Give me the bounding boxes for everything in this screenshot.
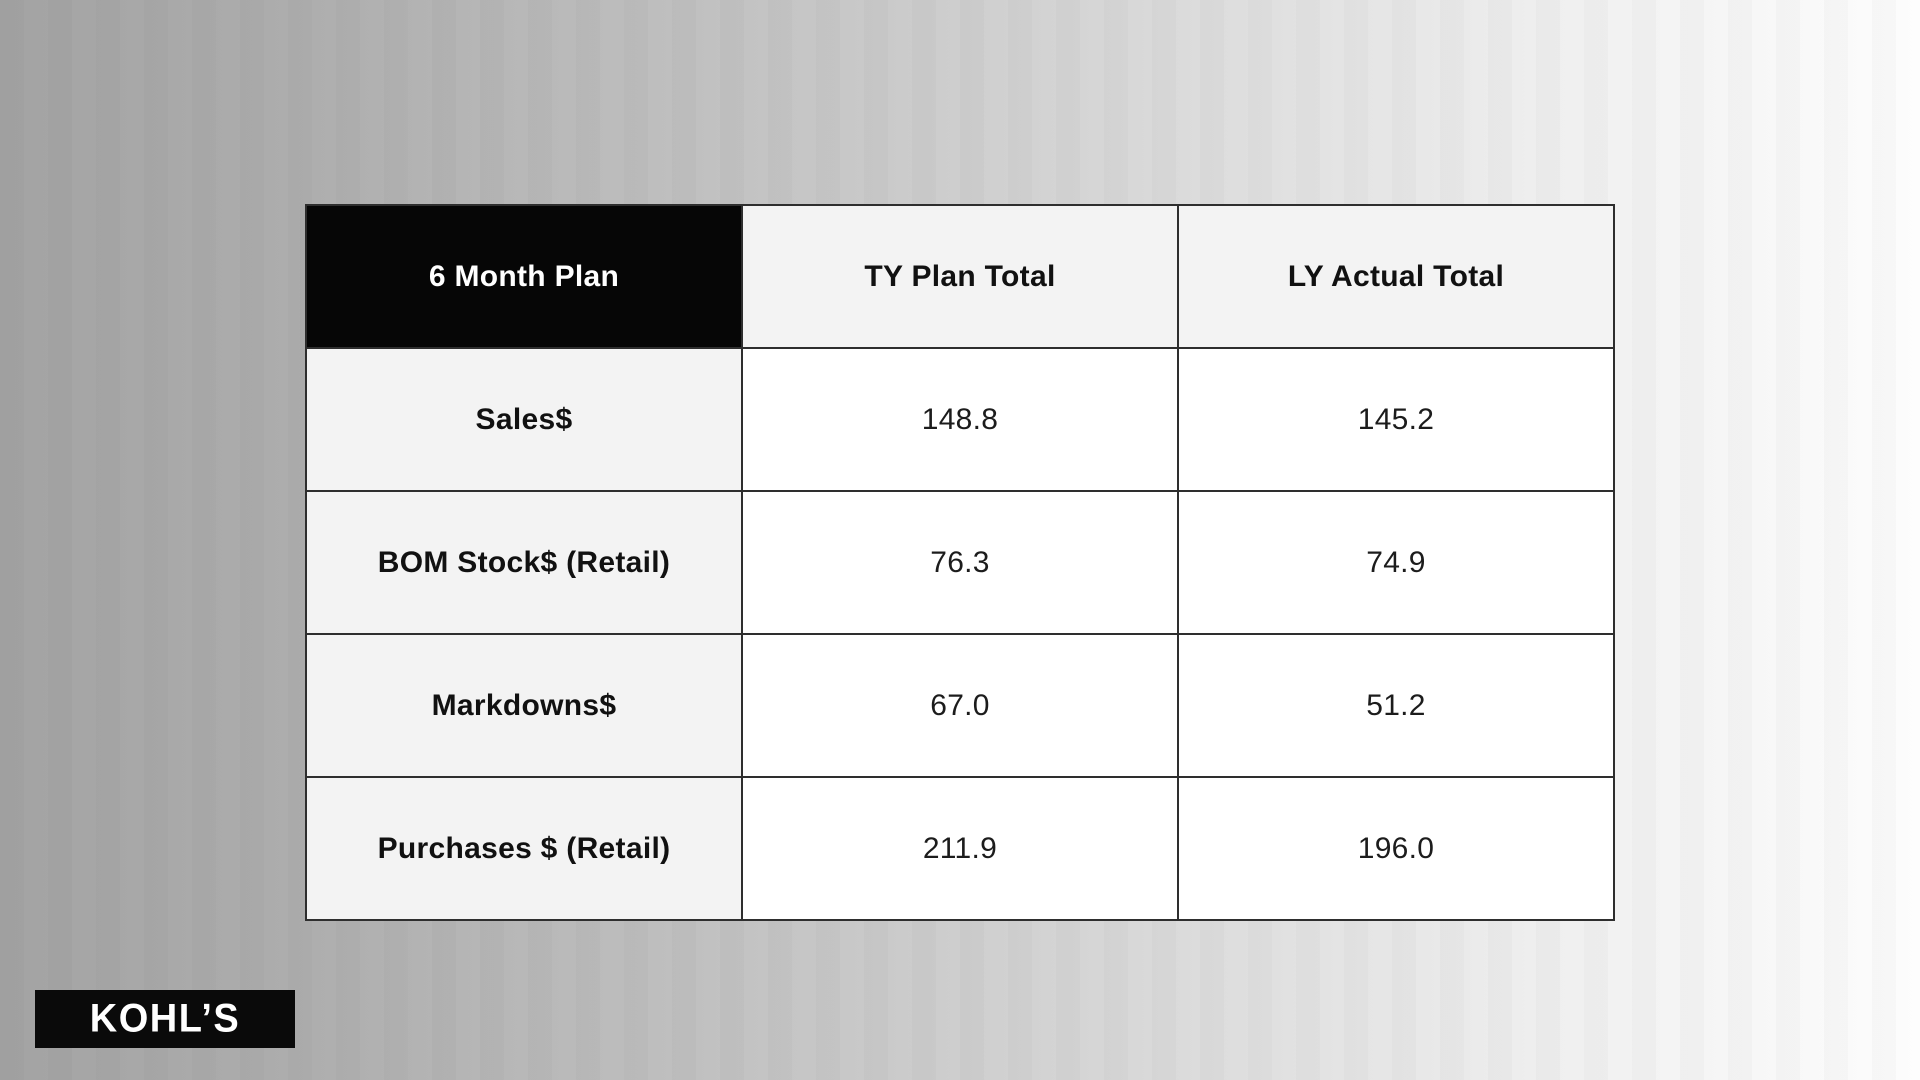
kohls-logo: KOHL’S <box>35 990 295 1048</box>
table-header-row: 6 Month Plan TY Plan Total LY Actual Tot… <box>305 204 1615 349</box>
six-month-plan-table: 6 Month Plan TY Plan Total LY Actual Tot… <box>305 204 1615 921</box>
table-title-cell: 6 Month Plan <box>305 204 743 349</box>
sales-ty-value: 148.8 <box>741 347 1179 492</box>
table-row-sales: Sales$ 148.8 145.2 <box>305 347 1615 492</box>
column-header-ly-actual: LY Actual Total <box>1177 204 1615 349</box>
row-label-purchases: Purchases $ (Retail) <box>305 776 743 921</box>
bom-stock-ly-value: 74.9 <box>1177 490 1615 635</box>
row-label-sales: Sales$ <box>305 347 743 492</box>
table-row-bom-stock: BOM Stock$ (Retail) 76.3 74.9 <box>305 490 1615 635</box>
purchases-ly-value: 196.0 <box>1177 776 1615 921</box>
table-row-markdowns: Markdowns$ 67.0 51.2 <box>305 633 1615 778</box>
table-row-purchases: Purchases $ (Retail) 211.9 196.0 <box>305 776 1615 921</box>
column-header-ty-plan: TY Plan Total <box>741 204 1179 349</box>
purchases-ty-value: 211.9 <box>741 776 1179 921</box>
markdowns-ty-value: 67.0 <box>741 633 1179 778</box>
markdowns-ly-value: 51.2 <box>1177 633 1615 778</box>
row-label-bom-stock: BOM Stock$ (Retail) <box>305 490 743 635</box>
sales-ly-value: 145.2 <box>1177 347 1615 492</box>
bom-stock-ty-value: 76.3 <box>741 490 1179 635</box>
row-label-markdowns: Markdowns$ <box>305 633 743 778</box>
kohls-logo-text: KOHL’S <box>89 996 241 1042</box>
